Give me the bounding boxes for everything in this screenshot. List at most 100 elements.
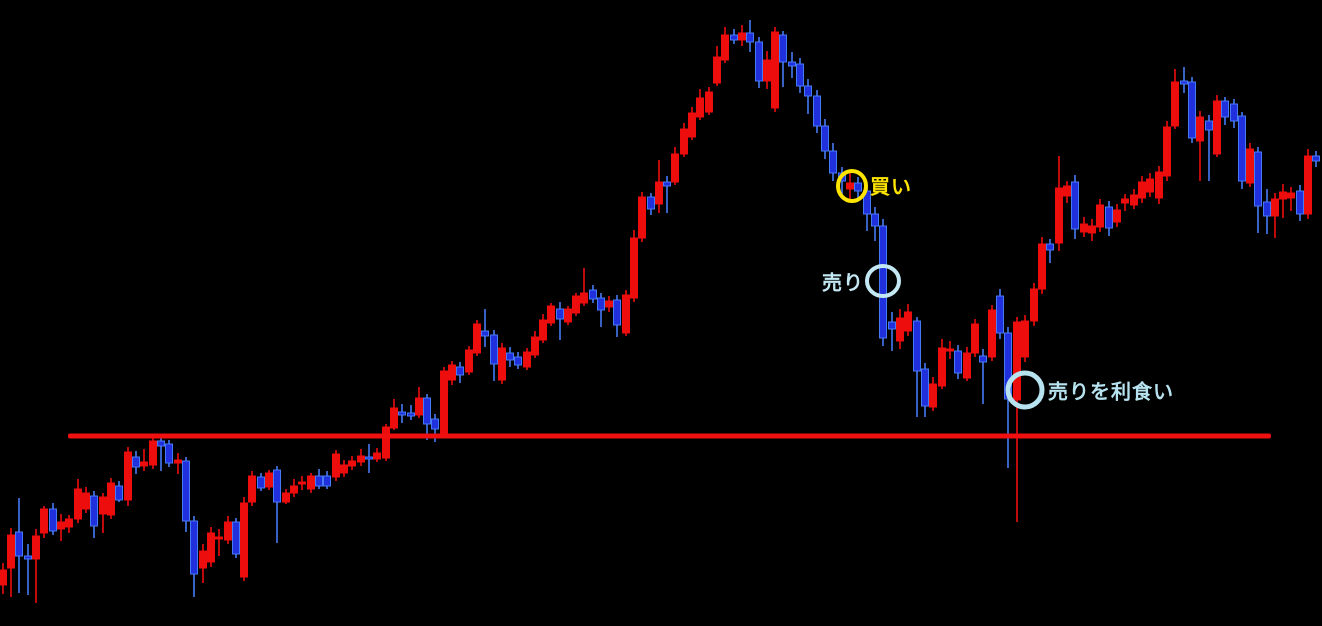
candle: [182, 460, 190, 522]
candle: [1130, 194, 1138, 206]
candle: [846, 182, 854, 190]
candle: [190, 520, 198, 575]
candle: [531, 336, 539, 356]
candle: [738, 32, 746, 41]
candle: [1105, 206, 1113, 229]
candle: [440, 370, 448, 434]
sell-label: 売り: [822, 272, 864, 295]
candle: [605, 300, 613, 308]
candle: [1213, 100, 1221, 155]
candle: [630, 237, 638, 299]
candle: [638, 196, 646, 239]
candle: [1254, 151, 1262, 207]
candle: [1063, 185, 1071, 197]
candle: [481, 330, 489, 337]
candle: [613, 299, 621, 326]
candle: [597, 297, 605, 311]
candle: [1163, 126, 1171, 177]
candle: [904, 311, 912, 332]
candle: [498, 347, 506, 381]
candle: [298, 481, 306, 485]
candle: [232, 521, 240, 555]
candle: [1279, 191, 1287, 200]
candle: [390, 407, 398, 429]
candle: [514, 356, 522, 366]
candle: [382, 426, 390, 459]
candle: [1205, 120, 1213, 131]
candle: [871, 213, 879, 227]
take-profit-circle: [1005, 370, 1045, 410]
candle: [647, 196, 655, 210]
candle: [332, 453, 340, 478]
candle: [282, 492, 290, 503]
candle: [132, 456, 140, 468]
candle: [290, 485, 298, 494]
candle: [207, 532, 215, 563]
candle: [746, 32, 754, 43]
candle: [1046, 243, 1054, 251]
candle: [15, 531, 23, 557]
candle: [971, 323, 979, 354]
candle: [622, 294, 630, 334]
candle: [398, 411, 406, 416]
candle: [174, 459, 182, 464]
candle: [547, 305, 555, 324]
candle: [804, 85, 812, 97]
candle: [365, 456, 373, 460]
buy-signal-circle: [836, 169, 868, 203]
candle: [1113, 209, 1121, 223]
candle: [680, 128, 688, 155]
candle: [938, 347, 946, 387]
candle: [963, 352, 971, 379]
candle: [921, 368, 929, 407]
candle: [74, 488, 82, 520]
candle: [896, 317, 904, 342]
candle: [954, 350, 962, 374]
candle: [1121, 198, 1129, 204]
candle: [82, 492, 90, 510]
buy-label: 買い: [870, 176, 912, 199]
candle: [257, 476, 265, 489]
candle: [49, 508, 57, 532]
candle: [705, 91, 713, 113]
candle: [373, 452, 381, 460]
candle: [99, 496, 107, 515]
candle: [564, 308, 572, 323]
candle: [996, 295, 1004, 334]
candle: [115, 485, 123, 501]
candle: [829, 150, 837, 174]
candle: [1155, 171, 1163, 199]
candle: [1171, 81, 1179, 127]
candle: [224, 521, 232, 541]
candle: [7, 534, 15, 569]
candle: [663, 181, 671, 187]
candle: [215, 536, 223, 540]
candle: [1221, 100, 1229, 118]
candle: [580, 292, 588, 304]
candle: [979, 355, 987, 363]
candle: [423, 397, 431, 425]
candle: [124, 451, 132, 501]
candle: [1312, 155, 1320, 162]
candle: [1021, 320, 1029, 358]
candle: [315, 475, 323, 487]
candle: [1080, 223, 1088, 233]
candle: [57, 521, 65, 530]
candle: [323, 475, 331, 487]
candle: [854, 182, 862, 192]
candle: [32, 535, 40, 560]
take-profit-label: 売りを利食い: [1048, 381, 1174, 404]
candle: [1196, 116, 1204, 142]
candle: [1096, 204, 1104, 228]
candle: [821, 125, 829, 152]
candle: [107, 482, 115, 516]
candle: [572, 295, 580, 314]
candle: [779, 34, 787, 63]
candle: [506, 352, 514, 361]
candle: [1138, 181, 1146, 199]
candle: [0, 569, 7, 586]
candle: [340, 464, 348, 474]
candle: [465, 349, 473, 373]
candle: [589, 289, 597, 300]
